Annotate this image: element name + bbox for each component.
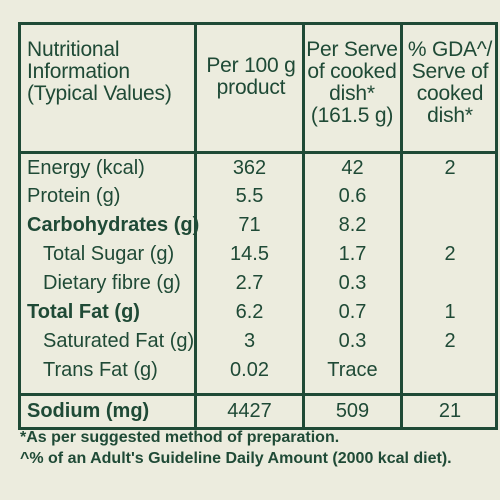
row-energy-gda: 2 [444, 157, 456, 179]
row-energy-label: Energy (kcal) [27, 157, 145, 179]
row-dietary-fibre-perserve: 0.3 [338, 272, 367, 294]
row-protein-per100: 5.5 [235, 185, 264, 207]
footer-divider [21, 393, 495, 396]
row-total-fat-perserve: 0.7 [338, 301, 367, 323]
column-divider-2 [302, 25, 305, 427]
row-sodium-perserve: 509 [335, 400, 370, 422]
footnote-preparation: *As per suggested method of preparation. [20, 429, 340, 446]
header-nutritional-information: Nutritional Information (Typical Values) [27, 38, 172, 105]
row-total-fat-gda: 1 [444, 301, 456, 323]
row-total-sugar-label: Total Sugar (g) [43, 243, 175, 265]
row-sodium-label: Sodium (mg) [27, 400, 150, 422]
header-per-serve: Per Serve of cooked dish* (161.5 g) [306, 38, 398, 127]
nutrition-table: Nutritional Information (Typical Values)… [18, 22, 498, 430]
row-carbohydrates-perserve: 8.2 [338, 214, 367, 236]
nutrition-label: Nutritional Information (Typical Values)… [12, 12, 498, 488]
row-carbohydrates-label: Carbohydrates (g) [27, 214, 200, 236]
row-carbohydrates-per100: 71 [238, 214, 261, 236]
row-total-fat-label: Total Fat (g) [27, 301, 140, 323]
row-dietary-fibre-label: Dietary fibre (g) [43, 272, 181, 294]
footnote-gda: ^% of an Adult's Guideline Daily Amount … [20, 450, 452, 467]
row-saturated-fat-label: Saturated Fat (g) [43, 330, 195, 352]
row-trans-fat-perserve: Trace [327, 359, 378, 381]
row-energy-perserve: 42 [341, 157, 364, 179]
row-total-sugar-perserve: 1.7 [338, 243, 367, 265]
row-dietary-fibre-per100: 2.7 [235, 272, 264, 294]
header-gda: % GDA^/ Serve of cooked dish* [407, 38, 493, 127]
row-total-fat-per100: 6.2 [235, 301, 264, 323]
row-total-sugar-gda: 2 [444, 243, 456, 265]
header-divider [21, 151, 495, 154]
row-saturated-fat-gda: 2 [444, 330, 456, 352]
row-sodium-gda: 21 [438, 400, 462, 422]
row-sodium-per100: 4427 [227, 400, 272, 422]
row-trans-fat-label: Trans Fat (g) [43, 359, 158, 381]
column-divider-3 [400, 25, 403, 427]
row-protein-label: Protein (g) [27, 185, 121, 207]
row-trans-fat-per100: 0.02 [230, 359, 269, 381]
column-divider-1 [194, 25, 197, 427]
row-saturated-fat-perserve: 0.3 [338, 330, 367, 352]
row-energy-per100: 362 [232, 157, 267, 179]
header-per-100g: Per 100 g product [206, 54, 296, 99]
row-total-sugar-per100: 14.5 [230, 243, 269, 265]
footnotes: *As per suggested method of preparation.… [20, 427, 500, 469]
row-saturated-fat-per100: 3 [243, 330, 256, 352]
row-protein-perserve: 0.6 [338, 185, 367, 207]
